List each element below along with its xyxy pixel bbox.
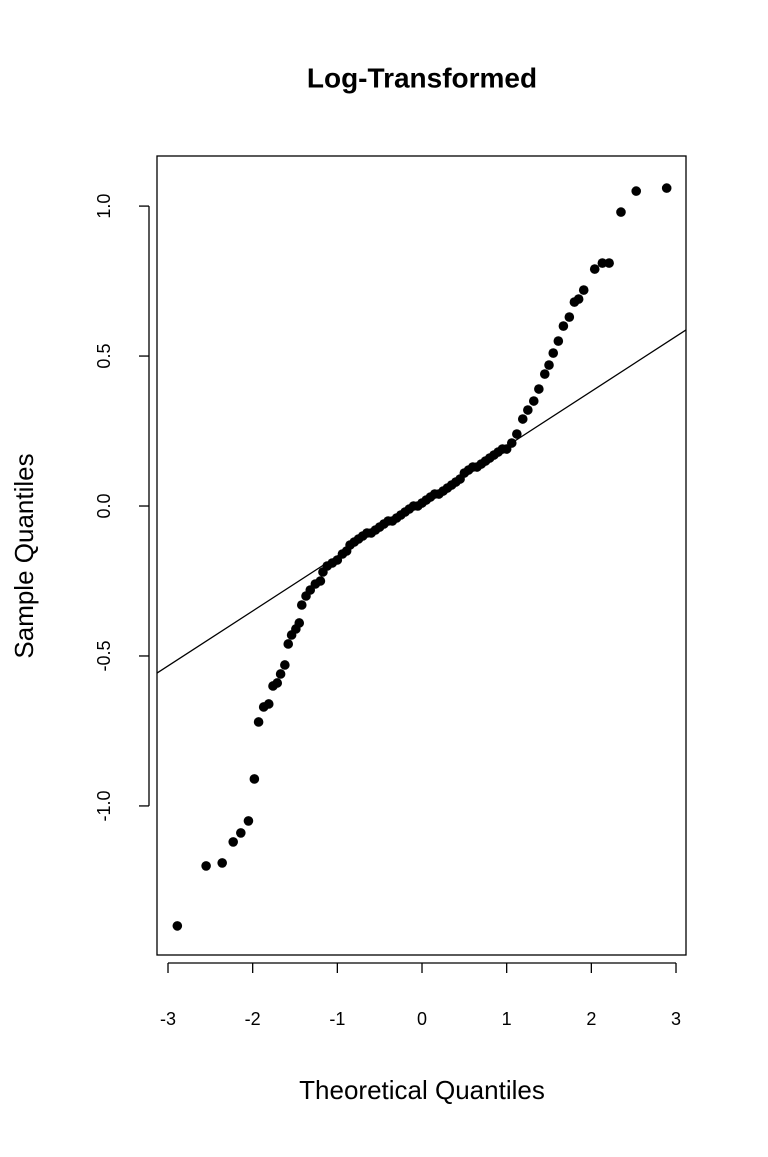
point bbox=[539, 369, 550, 379]
point bbox=[544, 360, 554, 370]
x-tick-label: 2 bbox=[586, 1009, 596, 1029]
point bbox=[228, 837, 239, 847]
x-axis-label: Theoretical Quantiles bbox=[299, 1075, 545, 1105]
y-tick-label: 1.0 bbox=[94, 194, 114, 219]
point bbox=[283, 639, 294, 649]
point bbox=[548, 348, 559, 358]
x-tick-label: -3 bbox=[160, 1009, 176, 1029]
plot-frame bbox=[156, 155, 687, 956]
point bbox=[564, 312, 575, 322]
point bbox=[534, 384, 544, 394]
point bbox=[280, 660, 290, 670]
point bbox=[528, 396, 539, 406]
y-tick-label: -1.0 bbox=[94, 790, 114, 821]
reference-line bbox=[156, 329, 687, 674]
point bbox=[553, 336, 564, 346]
point bbox=[201, 861, 211, 871]
point bbox=[589, 264, 600, 274]
x-tick-label: 1 bbox=[502, 1009, 512, 1029]
point bbox=[249, 774, 260, 784]
point bbox=[272, 678, 283, 688]
x-tick-label: 0 bbox=[417, 1009, 427, 1029]
point bbox=[616, 207, 626, 217]
x-tick-label: 3 bbox=[671, 1009, 681, 1029]
y-tick-label: -0.5 bbox=[94, 640, 114, 671]
y-tick-label: 0.5 bbox=[94, 344, 114, 369]
point bbox=[253, 717, 264, 727]
point bbox=[294, 618, 305, 628]
point bbox=[315, 576, 326, 586]
point bbox=[523, 405, 533, 415]
point bbox=[604, 258, 614, 268]
point bbox=[275, 669, 286, 679]
point bbox=[217, 858, 227, 868]
point bbox=[263, 699, 274, 709]
y-axis-label: Sample Quantiles bbox=[9, 453, 39, 658]
chart-title: Log-Transformed bbox=[307, 62, 537, 93]
point bbox=[236, 828, 246, 838]
point bbox=[172, 921, 183, 931]
x-tick-label: -1 bbox=[329, 1009, 345, 1029]
point bbox=[573, 294, 584, 304]
y-tick-label: 0.0 bbox=[94, 493, 114, 518]
point bbox=[558, 321, 569, 331]
point bbox=[631, 186, 642, 196]
x-tick-label: -2 bbox=[245, 1009, 261, 1029]
point bbox=[243, 816, 254, 826]
point bbox=[597, 258, 608, 268]
point bbox=[512, 429, 522, 439]
point bbox=[578, 285, 589, 295]
point bbox=[517, 414, 528, 424]
point bbox=[296, 600, 307, 610]
point bbox=[661, 183, 672, 193]
